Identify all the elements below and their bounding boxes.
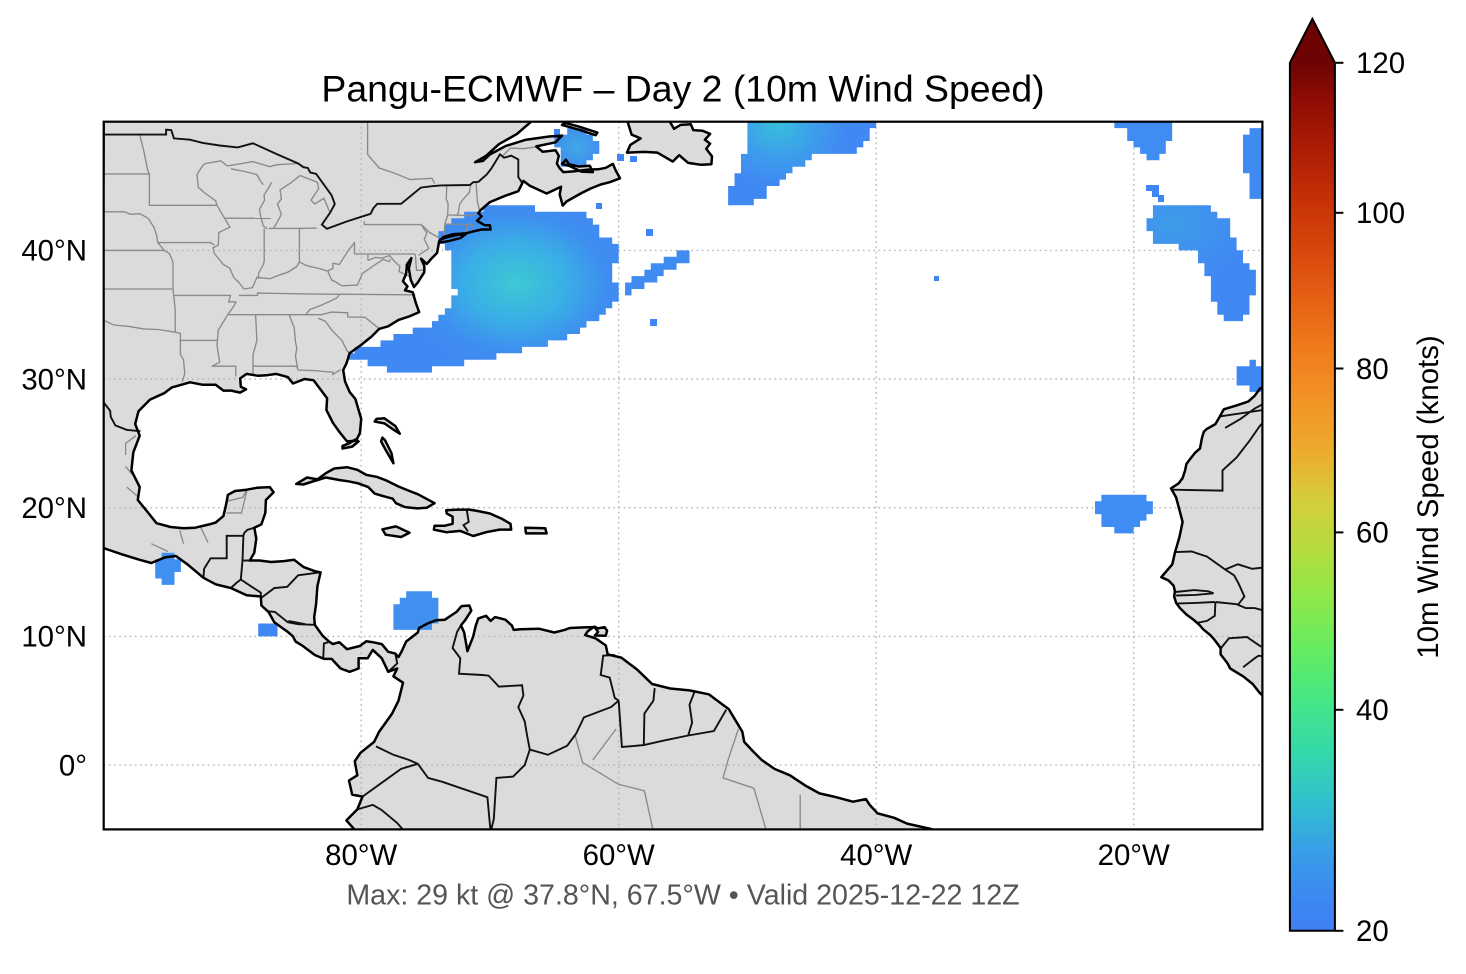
svg-text:20°W: 20°W [1098, 839, 1170, 872]
svg-text:10m Wind Speed (knots): 10m Wind Speed (knots) [1412, 335, 1445, 658]
svg-text:Pangu-ECMWF – Day 2 (10m Wind: Pangu-ECMWF – Day 2 (10m Wind Speed) [321, 67, 1044, 109]
svg-text:80: 80 [1356, 353, 1389, 386]
svg-text:20°N: 20°N [21, 492, 87, 525]
svg-text:60°W: 60°W [583, 839, 655, 872]
svg-text:0°: 0° [59, 749, 87, 782]
svg-text:60: 60 [1356, 517, 1389, 550]
svg-text:20: 20 [1356, 915, 1389, 948]
svg-text:100: 100 [1356, 197, 1405, 230]
svg-text:40°N: 40°N [21, 235, 87, 268]
svg-text:80°W: 80°W [325, 839, 397, 872]
svg-text:10°N: 10°N [21, 621, 87, 654]
svg-text:30°N: 30°N [21, 363, 87, 396]
svg-text:120: 120 [1356, 47, 1405, 80]
svg-text:Max: 29 kt @ 37.8°N, 67.5°W •: Max: 29 kt @ 37.8°N, 67.5°W • Valid 2025… [346, 880, 1019, 912]
svg-text:40°W: 40°W [840, 839, 912, 872]
svg-text:40: 40 [1356, 694, 1389, 727]
